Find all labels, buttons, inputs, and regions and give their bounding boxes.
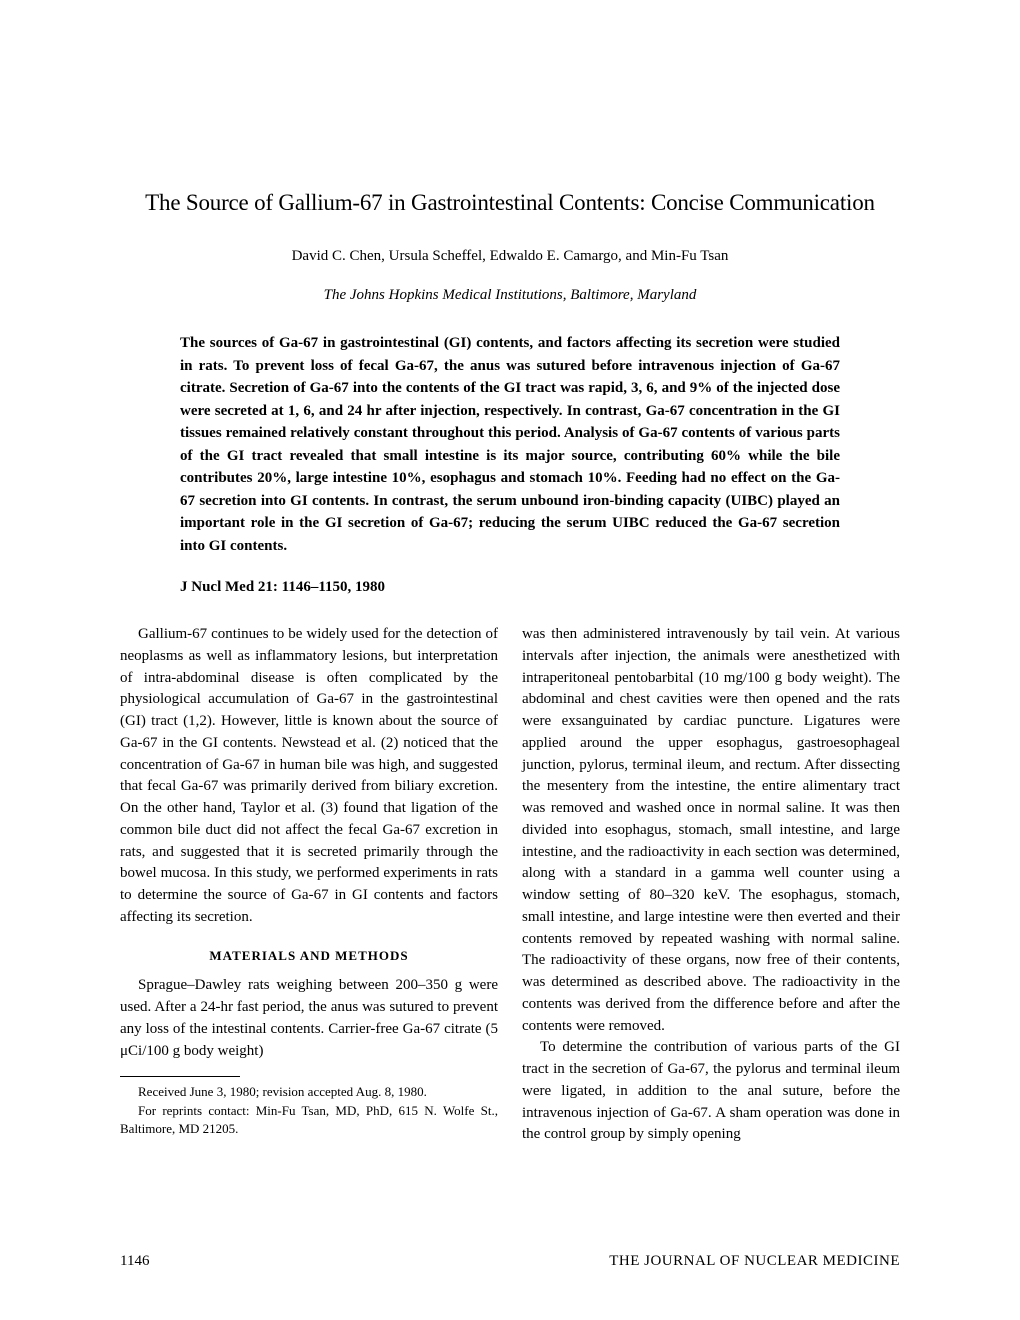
footnote-text: For reprints contact: Min-Fu Tsan, MD, P…	[120, 1102, 498, 1138]
affiliation-line: The Johns Hopkins Medical Institutions, …	[120, 287, 900, 304]
body-paragraph: was then administered intravenously by t…	[522, 624, 900, 1037]
section-heading: MATERIALS AND METHODS	[120, 947, 498, 966]
body-paragraph: Gallium-67 continues to be widely used f…	[120, 624, 498, 929]
journal-name: THE JOURNAL OF NUCLEAR MEDICINE	[609, 1253, 900, 1270]
authors-line: David C. Chen, Ursula Scheffel, Edwaldo …	[120, 248, 900, 265]
page-footer: 1146 THE JOURNAL OF NUCLEAR MEDICINE	[120, 1253, 900, 1270]
page-number: 1146	[120, 1253, 149, 1270]
footnote-text: Received June 3, 1980; revision accepted…	[120, 1083, 498, 1101]
article-title: The Source of Gallium-67 in Gastrointest…	[120, 190, 900, 216]
abstract-text: The sources of Ga-67 in gastrointestinal…	[120, 332, 900, 557]
citation-line: J Nucl Med 21: 1146–1150, 1980	[120, 579, 900, 596]
right-column: was then administered intravenously by t…	[522, 624, 900, 1146]
body-columns: Gallium-67 continues to be widely used f…	[120, 624, 900, 1146]
body-paragraph: Sprague–Dawley rats weighing between 200…	[120, 975, 498, 1062]
body-paragraph: To determine the contribution of various…	[522, 1037, 900, 1146]
left-column: Gallium-67 continues to be widely used f…	[120, 624, 498, 1146]
footnote-rule	[120, 1076, 240, 1077]
